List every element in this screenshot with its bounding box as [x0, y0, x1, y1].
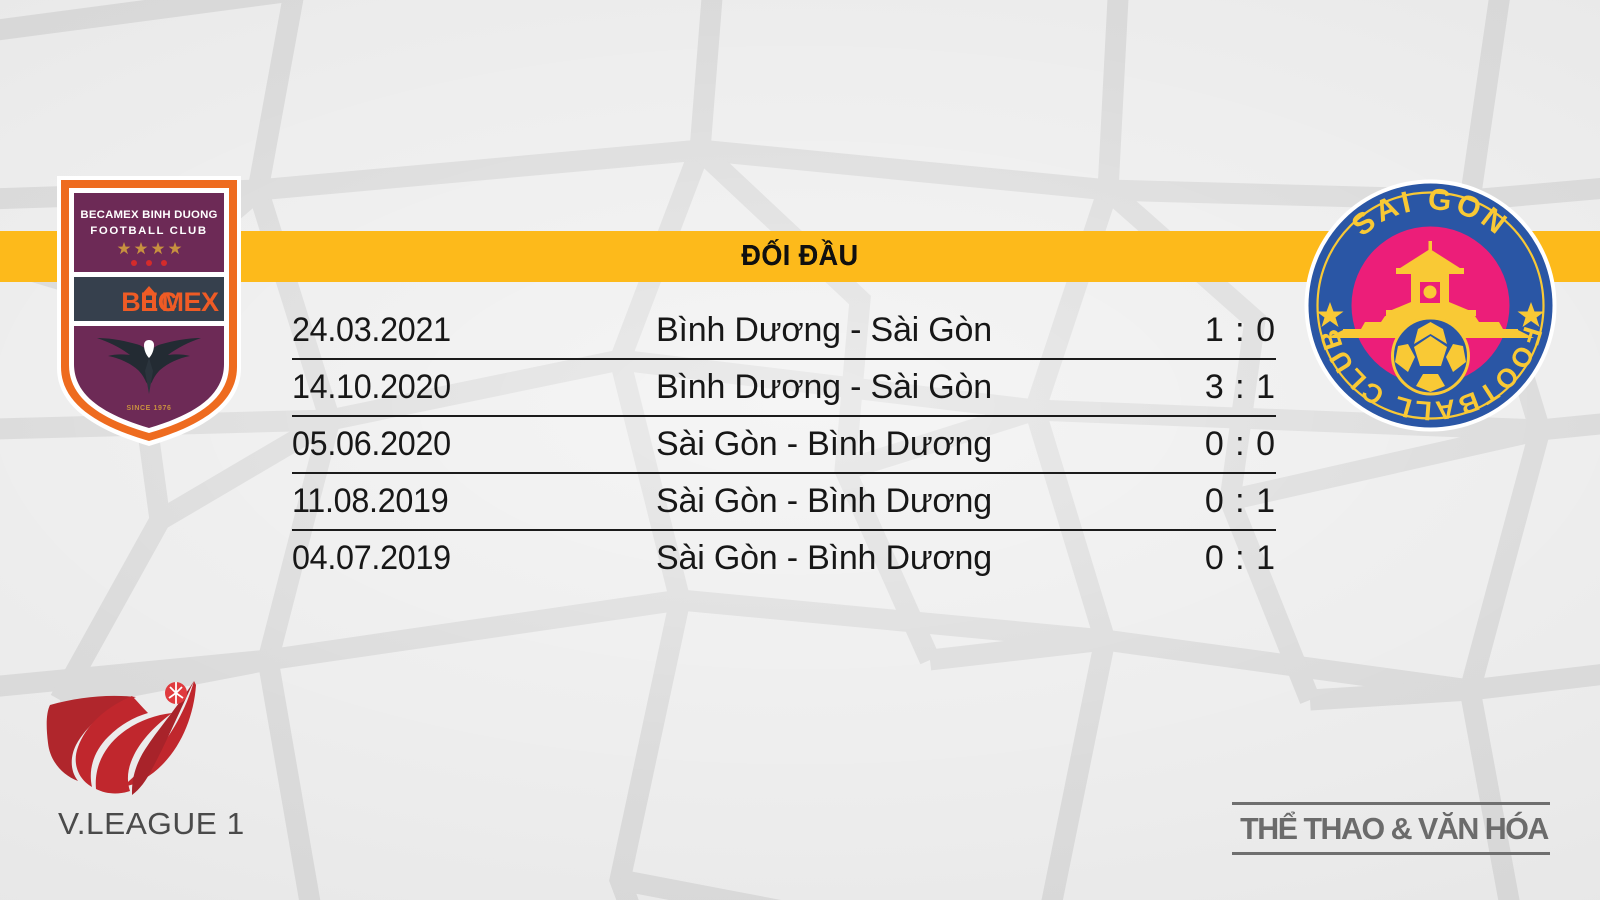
v-league-1-label: V.LEAGUE 1 — [58, 806, 245, 841]
home-team-crest-icon: BECAMEX BINH DUONG FOOTBALL CLUB BEC MEX — [57, 176, 241, 446]
match-teams: Sài Gòn - Bình Dương — [656, 425, 992, 463]
match-score: 0 : 1 — [1204, 539, 1276, 577]
match-date: 24.03.2021 — [292, 311, 451, 349]
match-teams: Bình Dương - Sài Gòn — [656, 311, 992, 349]
watermark: THỂ THAO & VĂN HÓA — [1232, 798, 1562, 860]
match-teams: Sài Gòn - Bình Dương — [656, 482, 992, 520]
svg-text:MEX: MEX — [161, 287, 219, 317]
table-row: 04.07.2019 Sài Gòn - Bình Dương 0 : 1 — [292, 529, 1276, 586]
match-score: 1 : 0 — [1204, 311, 1276, 349]
match-date: 14.10.2020 — [292, 368, 451, 406]
svg-text:BECAMEX BINH DUONG: BECAMEX BINH DUONG — [80, 209, 217, 221]
match-date: 05.06.2020 — [292, 425, 451, 463]
table-row: 05.06.2020 Sài Gòn - Bình Dương 0 : 0 — [292, 415, 1276, 472]
table-row: 14.10.2020 Bình Dương - Sài Gòn 3 : 1 — [292, 358, 1276, 415]
table-row: 24.03.2021 Bình Dương - Sài Gòn 1 : 0 — [292, 303, 1276, 358]
match-date: 04.07.2019 — [292, 539, 451, 577]
match-score: 0 : 0 — [1204, 425, 1276, 463]
watermark-rule-top — [1232, 802, 1550, 805]
head-to-head-table: 24.03.2021 Bình Dương - Sài Gòn 1 : 0 14… — [292, 303, 1276, 586]
away-team-crest-icon: SAI GON FOOTBALL CLUB — [1304, 179, 1557, 432]
match-score: 3 : 1 — [1204, 368, 1276, 406]
svg-text:SINCE 1976: SINCE 1976 — [127, 405, 172, 412]
watermark-label: THỂ THAO & VĂN HÓA — [1240, 811, 1549, 846]
table-row: 11.08.2019 Sài Gòn - Bình Dương 0 : 1 — [292, 472, 1276, 529]
match-score: 0 : 1 — [1204, 482, 1276, 520]
watermark-rule-bottom — [1232, 852, 1550, 855]
match-teams: Bình Dương - Sài Gòn — [656, 368, 992, 406]
match-teams: Sài Gòn - Bình Dương — [656, 539, 992, 577]
match-date: 11.08.2019 — [292, 482, 449, 520]
svg-text:FOOTBALL CLUB: FOOTBALL CLUB — [90, 225, 207, 237]
v-league-swoosh-icon — [46, 681, 196, 795]
v-league-1-logo: V.LEAGUE 1 — [30, 663, 245, 863]
